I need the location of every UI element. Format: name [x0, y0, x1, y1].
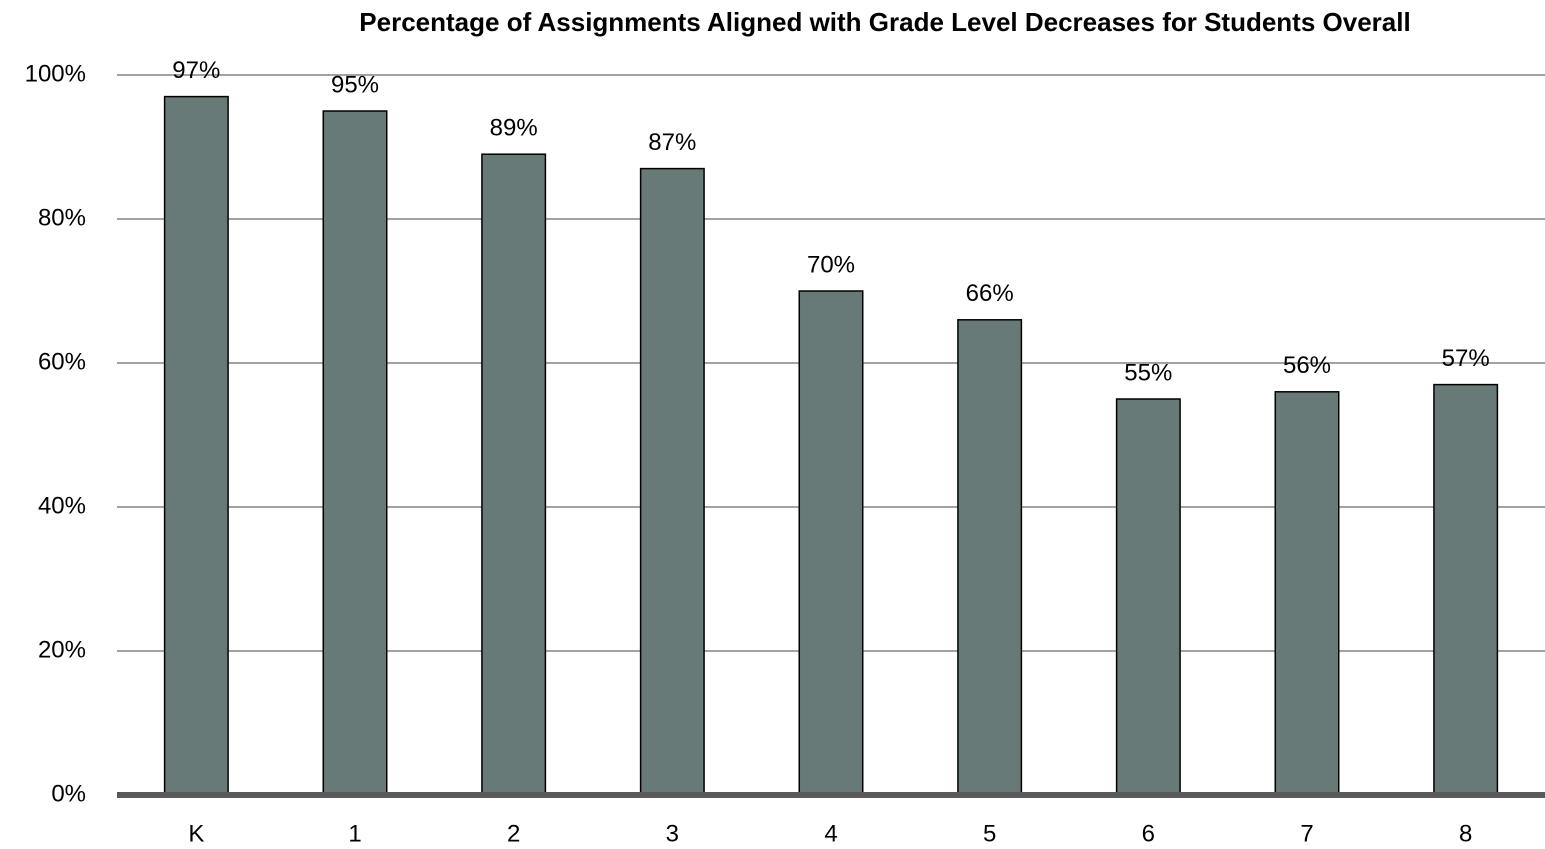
data-label: 70% [807, 251, 855, 278]
bar [1274, 391, 1340, 796]
bar [1433, 383, 1499, 796]
y-tick-label: 100% [25, 60, 86, 87]
data-label: 97% [172, 57, 220, 84]
data-label: 87% [648, 129, 696, 156]
x-tick-label: 5 [983, 820, 996, 847]
x-tick-label: 3 [666, 820, 679, 847]
bar [322, 110, 388, 796]
bar [639, 167, 705, 796]
y-tick-label: 0% [51, 780, 86, 807]
y-tick-label: 80% [38, 204, 86, 231]
x-tick-label: 1 [348, 820, 361, 847]
x-tick-label: 8 [1459, 820, 1472, 847]
bar [163, 95, 229, 796]
x-tick-label: 6 [1142, 820, 1155, 847]
data-label: 57% [1442, 345, 1490, 372]
x-tick-label: K [188, 820, 204, 847]
chart-title: Percentage of Assignments Aligned with G… [359, 7, 1410, 37]
x-tick-label: 4 [824, 820, 837, 847]
bar [798, 290, 864, 796]
data-label: 66% [966, 280, 1014, 307]
data-label: 56% [1283, 352, 1331, 379]
data-label: 89% [490, 115, 538, 142]
x-tick-label: 2 [507, 820, 520, 847]
y-tick-label: 20% [38, 636, 86, 663]
y-tick-label: 60% [38, 348, 86, 375]
y-tick-label: 40% [38, 492, 86, 519]
x-tick-label: 7 [1300, 820, 1313, 847]
bar [1115, 398, 1181, 796]
data-label: 95% [331, 71, 379, 98]
bar [481, 153, 547, 796]
bar [957, 319, 1023, 796]
data-label: 55% [1124, 359, 1172, 386]
